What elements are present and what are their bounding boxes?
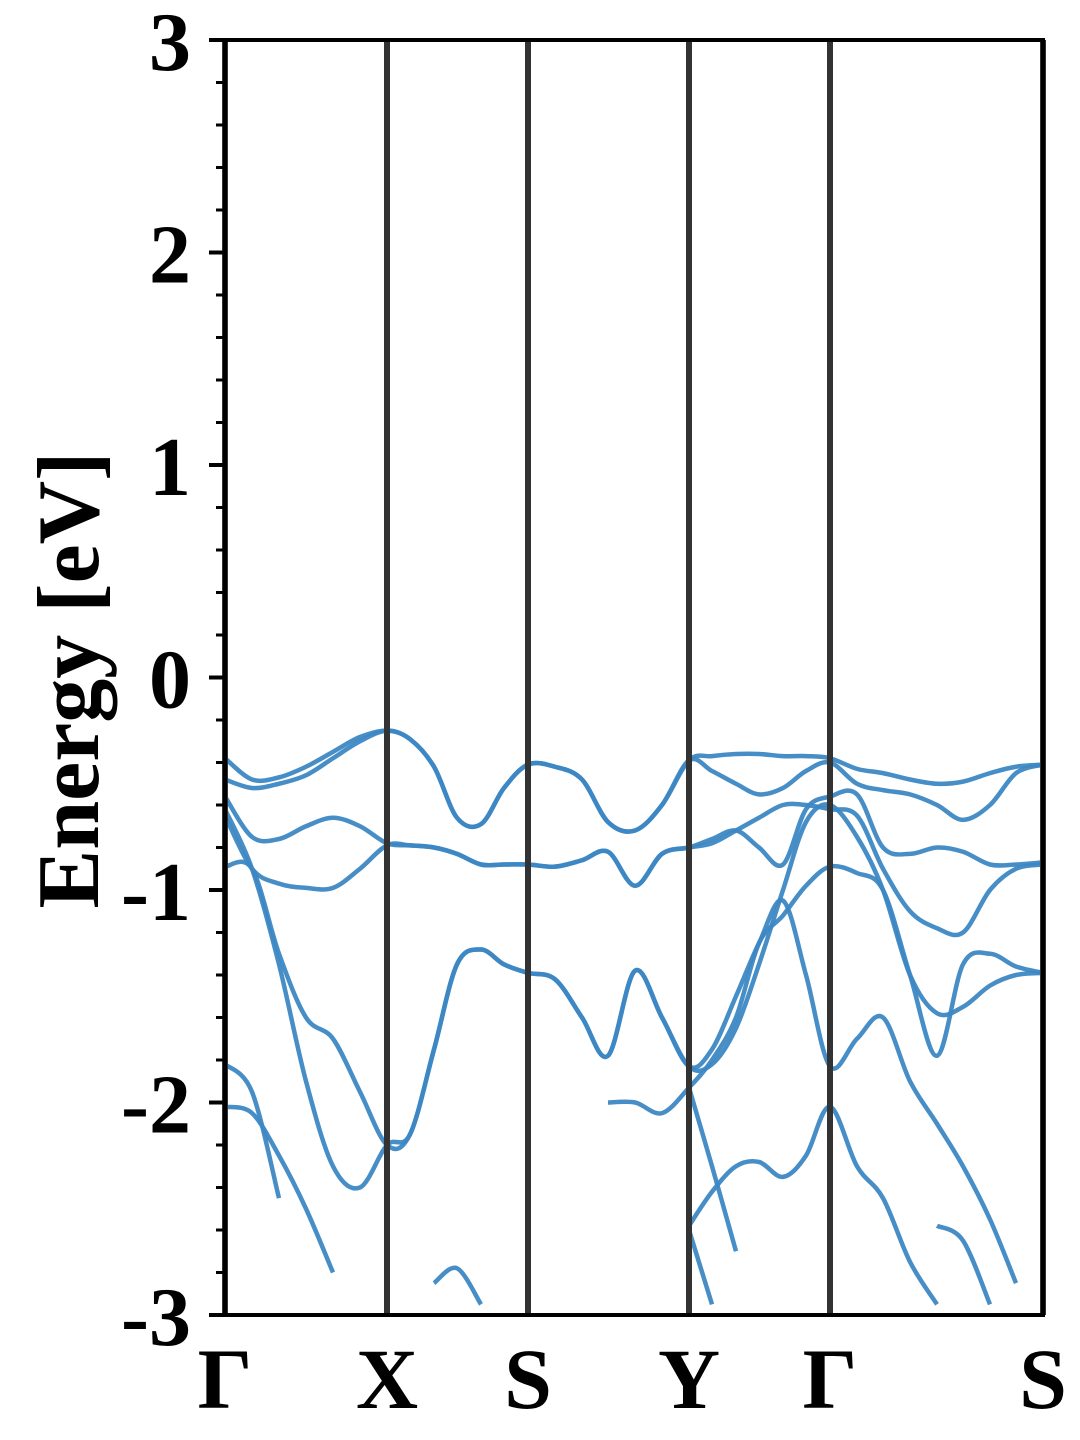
band-line (225, 728, 1043, 834)
band-line (432, 1265, 483, 1306)
y-tick-label: 2 (149, 209, 191, 302)
y-tick-label: 3 (149, 0, 191, 89)
plot-area (225, 728, 1043, 1306)
x-tick-label: X (356, 1331, 418, 1427)
y-tick-label: 0 (149, 634, 191, 727)
x-tick-label: Γ (198, 1331, 253, 1427)
x-tick-label: S (504, 1331, 552, 1427)
band-line (686, 1086, 739, 1252)
y-axis-label: Energy [eV] (21, 452, 118, 909)
y-tick-label: -1 (121, 846, 191, 939)
band-line (225, 801, 1043, 938)
x-tick-label: S (1019, 1331, 1067, 1427)
band-line (686, 1229, 715, 1306)
band-line (687, 1104, 939, 1306)
band-line (225, 728, 1043, 834)
x-tick-label: Γ (803, 1331, 858, 1427)
band-line (225, 1062, 282, 1199)
x-tick-label: Y (658, 1331, 720, 1427)
y-tick-label: -3 (121, 1271, 191, 1364)
y-tick-label: 1 (149, 421, 191, 514)
band-line (607, 863, 1043, 1116)
band-line (225, 802, 1043, 1191)
band-line (225, 1104, 336, 1274)
band-line (935, 1223, 993, 1306)
band-line (225, 788, 1043, 888)
y-tick-label: -2 (121, 1059, 191, 1152)
plot-frame (223, 38, 1045, 1317)
